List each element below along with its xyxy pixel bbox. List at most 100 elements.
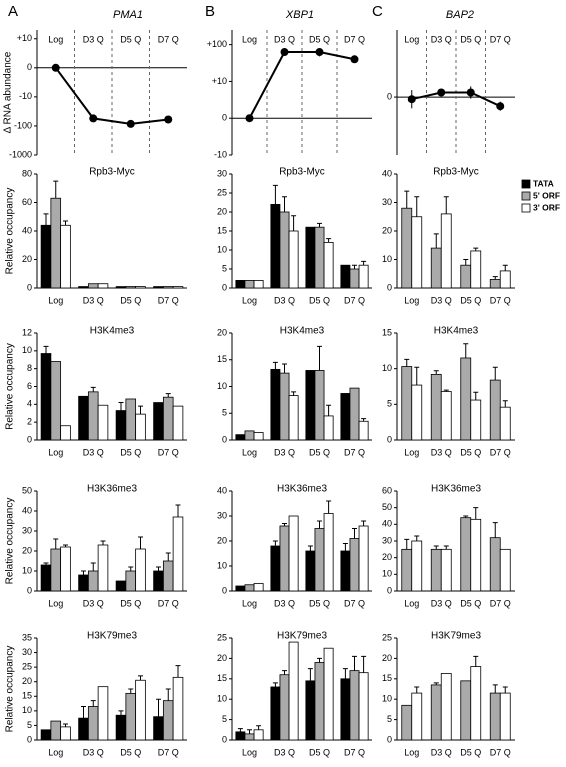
chart-title: H3K4me3 (280, 326, 325, 337)
point (407, 95, 416, 104)
error-bar (43, 213, 49, 226)
chart-title: H3K36me3 (277, 484, 327, 495)
bar (340, 550, 351, 592)
y-tick-label: 50 (22, 485, 32, 495)
error-bar (90, 562, 96, 571)
x-tick-label: Log (48, 747, 63, 757)
bar (279, 674, 290, 741)
bar (97, 544, 109, 592)
bar (489, 279, 501, 289)
bar (411, 216, 423, 289)
bar (50, 361, 62, 441)
bar (270, 203, 281, 289)
y-tick-label: 2 (27, 417, 32, 427)
y-tick-label: 40 (22, 505, 32, 515)
x-tick-label: D3 Q (431, 34, 452, 44)
y-tick-label: 5 (222, 408, 227, 418)
x-tick-label: Log (48, 295, 63, 305)
bar (60, 224, 71, 289)
error-bar (492, 522, 498, 538)
bar (115, 714, 127, 741)
bar (115, 410, 127, 441)
x-tick-label: D5 Q (309, 34, 330, 44)
y-tick-label: 20 (217, 535, 227, 545)
bar (135, 413, 146, 441)
y-tick-label: 30 (22, 525, 32, 535)
legend-label: TATA (533, 178, 554, 188)
x-tick-label: D3 Q (274, 295, 295, 305)
bar (314, 528, 325, 592)
error-bar (463, 343, 469, 358)
y-tick-label: 40 (22, 225, 32, 235)
error-bar (90, 700, 96, 707)
x-tick-label: D7 Q (344, 598, 365, 608)
chart-title: H3K79me3 (277, 631, 327, 642)
point (164, 115, 173, 124)
y-tick-label: 15 (217, 673, 227, 683)
error-bar (272, 184, 278, 205)
chart-title: H3K36me3 (87, 484, 137, 495)
bar (489, 692, 501, 741)
x-tick-label: D3 Q (83, 747, 104, 757)
panel-letter: B (205, 3, 215, 20)
bar (314, 226, 325, 289)
error-bar (317, 657, 322, 663)
y-tick-label: 5 (222, 714, 227, 724)
bar (440, 548, 452, 592)
bar (489, 537, 501, 592)
chart-title: Rpb3-Myc (433, 167, 479, 178)
panel-letter: C (372, 3, 383, 20)
point (126, 119, 135, 128)
error-bar (326, 404, 332, 416)
bar (115, 580, 127, 592)
y-tick-label: 5 (27, 720, 32, 730)
x-tick-label: D7 Q (344, 447, 365, 457)
bar (499, 406, 511, 441)
bar (40, 353, 52, 441)
bar (349, 387, 360, 441)
bar (288, 515, 299, 592)
bar (50, 720, 62, 741)
legend-swatch (521, 203, 531, 213)
bar (440, 213, 452, 289)
x-tick-label: D7 Q (344, 295, 365, 305)
y-tick-label: 15 (382, 673, 392, 683)
point (350, 55, 359, 64)
bar (470, 399, 482, 441)
gene-name: BAP2 (446, 9, 474, 21)
y-tick-label: 20 (382, 653, 392, 663)
x-tick-label: D3 Q (431, 747, 452, 757)
point (315, 48, 324, 57)
x-tick-label: D7 Q (344, 747, 365, 757)
bar (235, 585, 246, 592)
error-bar (352, 655, 357, 671)
legend-swatch (521, 191, 531, 201)
bar (40, 224, 52, 289)
y-tick-label: 25 (22, 662, 32, 672)
x-tick-label: D7 Q (490, 747, 511, 757)
y-axis-label: Δ RNA abundance (3, 51, 14, 133)
bar (78, 574, 89, 592)
error-bar (63, 220, 68, 226)
bar (305, 550, 316, 592)
error-bar (156, 566, 161, 571)
chart-title: H3K79me3 (87, 631, 137, 642)
y-tick-label: 0 (387, 585, 392, 595)
bar (78, 395, 89, 441)
chart-title: Rpb3-Myc (89, 167, 135, 178)
bar (288, 230, 299, 289)
error-bar (326, 500, 332, 514)
bar (97, 404, 109, 441)
bar (430, 548, 442, 592)
panel-letter: A (8, 3, 18, 20)
y-tick-label: 30 (382, 197, 392, 207)
bar (153, 286, 164, 289)
y-tick-label: 15 (217, 354, 227, 364)
y-tick-label: 0 (222, 434, 227, 444)
y-tick-label: 30 (217, 168, 227, 178)
chart-title: H3K4me3 (434, 326, 479, 337)
y-tick-label: +10 (212, 76, 227, 86)
error-bar (443, 196, 449, 214)
error-bar (361, 260, 367, 266)
x-tick-label: D5 Q (460, 447, 481, 457)
